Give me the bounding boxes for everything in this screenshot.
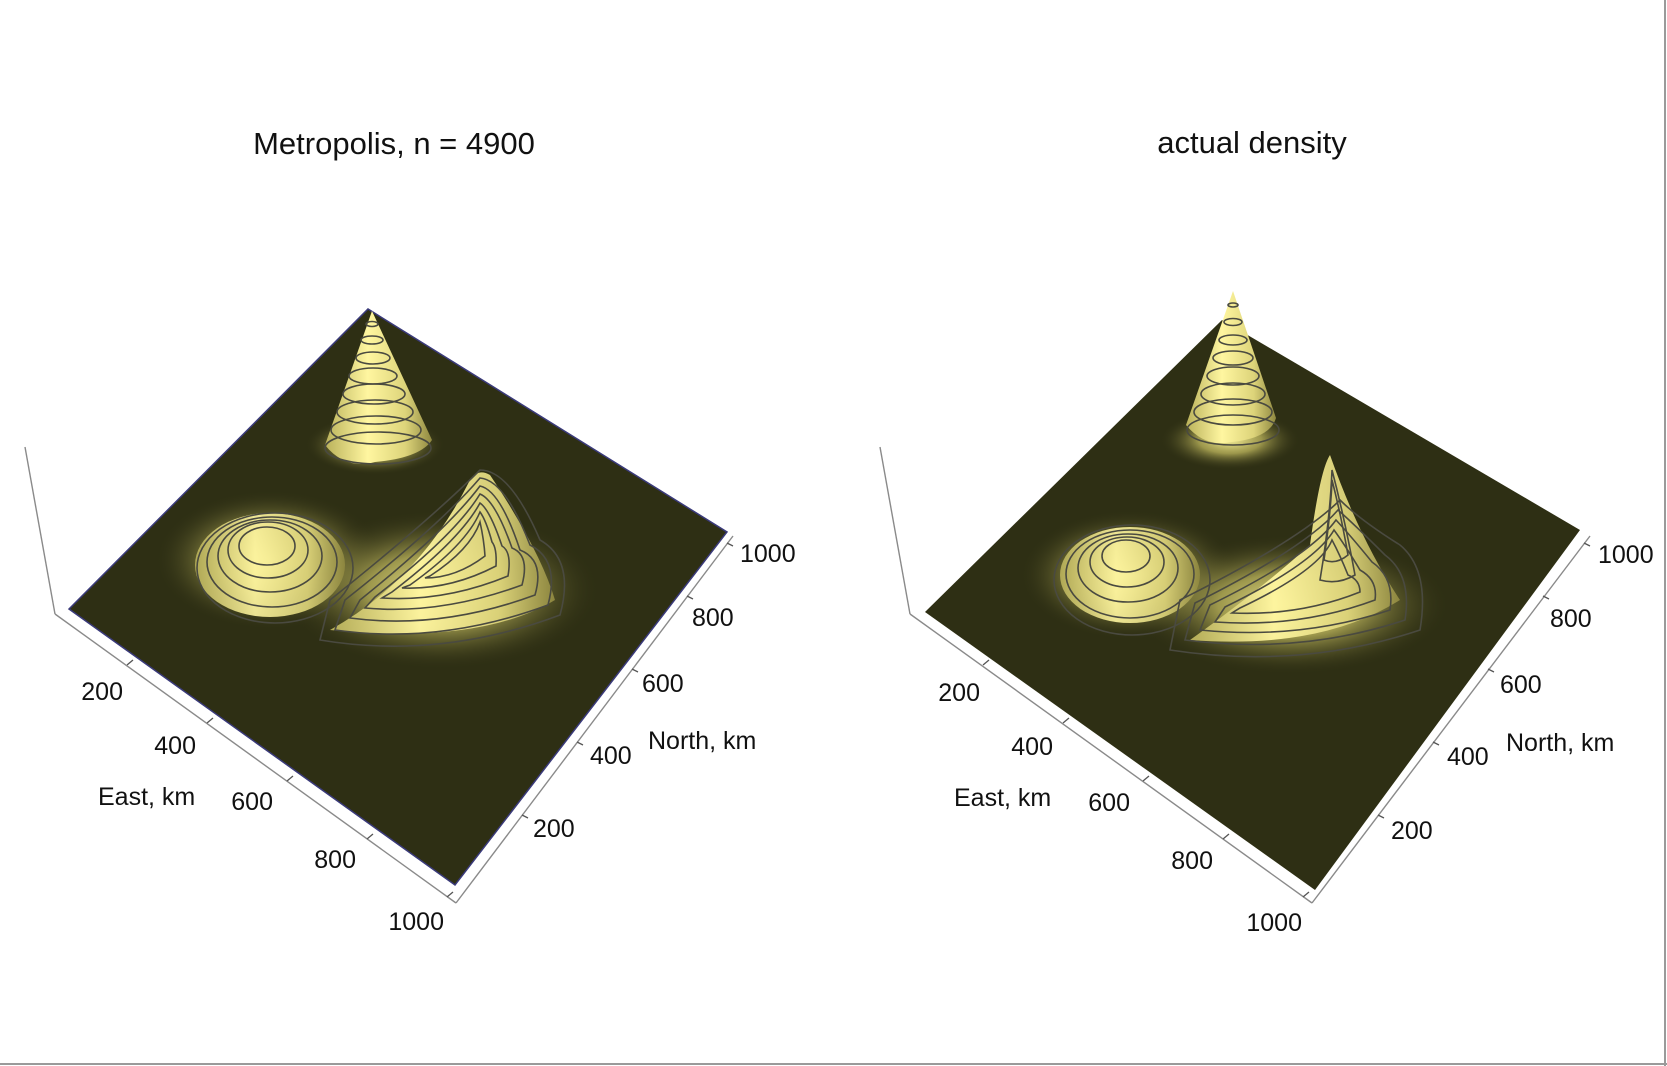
x-axis-line xyxy=(909,613,1313,904)
y-axis-line xyxy=(455,535,734,904)
y-axis-label: North, km xyxy=(648,727,756,755)
y-axis-label: North, km xyxy=(1506,729,1614,757)
x-tick-label: 1000 xyxy=(1246,909,1302,937)
y-tick-label: 1000 xyxy=(740,540,796,568)
panel-title: Metropolis, n = 4900 xyxy=(253,126,535,161)
x-axis-line xyxy=(54,613,457,904)
panel-metropolis: Metropolis, n = 4900 xyxy=(24,126,796,936)
x-axis-ticks xyxy=(982,659,1310,898)
x-tick-label: 600 xyxy=(231,788,273,816)
y-axis-line xyxy=(1311,535,1591,904)
y-tick-label: 600 xyxy=(642,670,684,698)
x-tick-label: 200 xyxy=(81,678,123,706)
y-tick-label: 400 xyxy=(1447,743,1489,771)
y-tick-label: 800 xyxy=(1550,605,1592,633)
x-tick-label: 400 xyxy=(154,732,196,760)
panel-actual-density: actual density xyxy=(879,125,1654,937)
y-tick-label: 1000 xyxy=(1598,541,1654,569)
panel-title: actual density xyxy=(1157,125,1347,160)
x-axis-label: East, km xyxy=(98,783,195,811)
peak-west xyxy=(1053,524,1211,636)
y-tick-label: 200 xyxy=(533,815,575,843)
peak-west xyxy=(195,512,354,624)
z-axis-line xyxy=(879,446,911,615)
x-tick-label: 600 xyxy=(1088,789,1130,817)
x-tick-label: 800 xyxy=(314,846,356,874)
y-tick-label: 200 xyxy=(1391,817,1433,845)
peak-nw xyxy=(1186,291,1280,446)
x-axis-label: East, km xyxy=(954,784,1051,812)
y-tick-label: 600 xyxy=(1500,671,1542,699)
z-axis-line xyxy=(24,446,56,615)
y-tick-label: 800 xyxy=(692,604,734,632)
y-axis-ticks xyxy=(521,542,734,819)
x-tick-label: 400 xyxy=(1011,733,1053,761)
y-axis-ticks xyxy=(1377,542,1591,819)
x-tick-label: 200 xyxy=(938,679,980,707)
x-tick-label: 800 xyxy=(1171,847,1213,875)
x-axis-ticks xyxy=(126,659,454,898)
peak-east xyxy=(319,469,566,647)
y-tick-label: 400 xyxy=(590,742,632,770)
peak-nw xyxy=(324,311,432,465)
x-tick-label: 1000 xyxy=(388,908,444,936)
peak-east xyxy=(1169,455,1424,658)
